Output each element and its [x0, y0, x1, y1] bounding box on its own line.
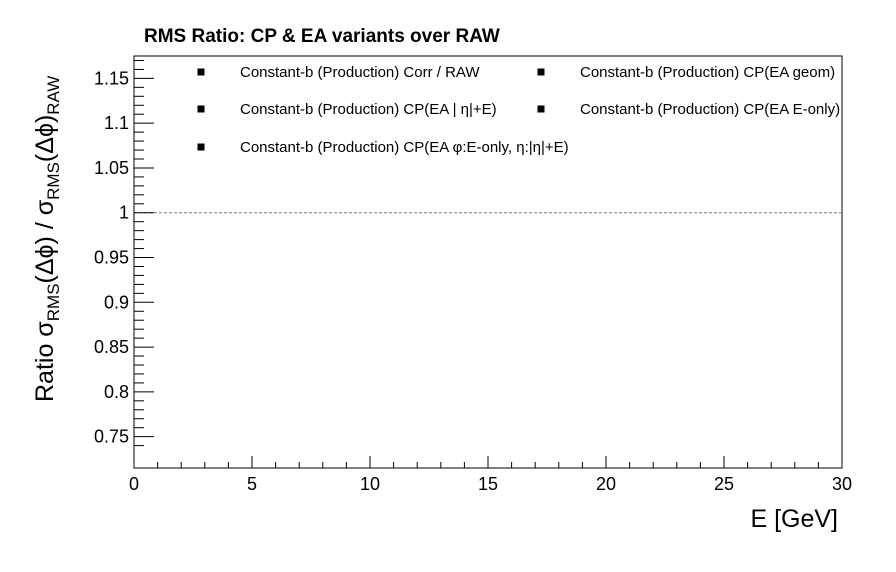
y-tick-label: 0.8: [104, 382, 129, 402]
x-tick-label: 20: [596, 474, 616, 494]
y-axis-label-subscript: RMS: [44, 283, 63, 321]
y-axis-label-part: Ratio σ: [31, 321, 59, 402]
x-tick-label: 5: [247, 474, 257, 494]
x-tick-label: 10: [360, 474, 380, 494]
y-axis-label-subscript: RMS: [44, 162, 63, 200]
legend-entry: Constant-b (Production) CP(EA φ:E-only, …: [240, 139, 569, 156]
chart-title: RMS Ratio: CP & EA variants over RAW: [144, 26, 500, 47]
y-tick-label: 0.75: [94, 427, 129, 447]
y-axis-label-part: (Δϕ) / σ: [31, 199, 59, 283]
legend-marker: [197, 105, 205, 113]
y-axis-label: Ratio σRMS(Δϕ) / σRMS(Δϕ)RAW: [31, 76, 63, 402]
y-tick-label: 1.15: [94, 68, 129, 88]
legend-entry: Constant-b (Production) CP(EA geom): [580, 64, 835, 81]
x-tick-label: 15: [478, 474, 498, 494]
x-tick-label: 0: [129, 474, 139, 494]
y-tick-label: 1.1: [104, 113, 129, 133]
x-tick-label: 25: [714, 474, 734, 494]
legend-marker: [197, 68, 205, 76]
y-tick-label: 1: [119, 203, 129, 223]
y-axis-label-subscript: RAW: [44, 76, 63, 115]
y-tick-label: 0.95: [94, 248, 129, 268]
legend-marker: [197, 143, 205, 151]
y-tick-label: 0.9: [104, 292, 129, 312]
legend-entry: Constant-b (Production) CP(EA E-only): [580, 101, 840, 118]
x-axis-label: E [GeV]: [750, 505, 838, 533]
x-tick-label: 30: [832, 474, 852, 494]
legend-entry: Constant-b (Production) CP(EA | η|+E): [240, 101, 497, 118]
legend-marker: [537, 105, 545, 113]
y-tick-label: 1.05: [94, 158, 129, 178]
legend-entry: Constant-b (Production) Corr / RAW: [240, 64, 480, 81]
legend-marker: [537, 68, 545, 76]
y-tick-label: 0.85: [94, 337, 129, 357]
y-axis-label-part: (Δϕ): [31, 115, 59, 162]
